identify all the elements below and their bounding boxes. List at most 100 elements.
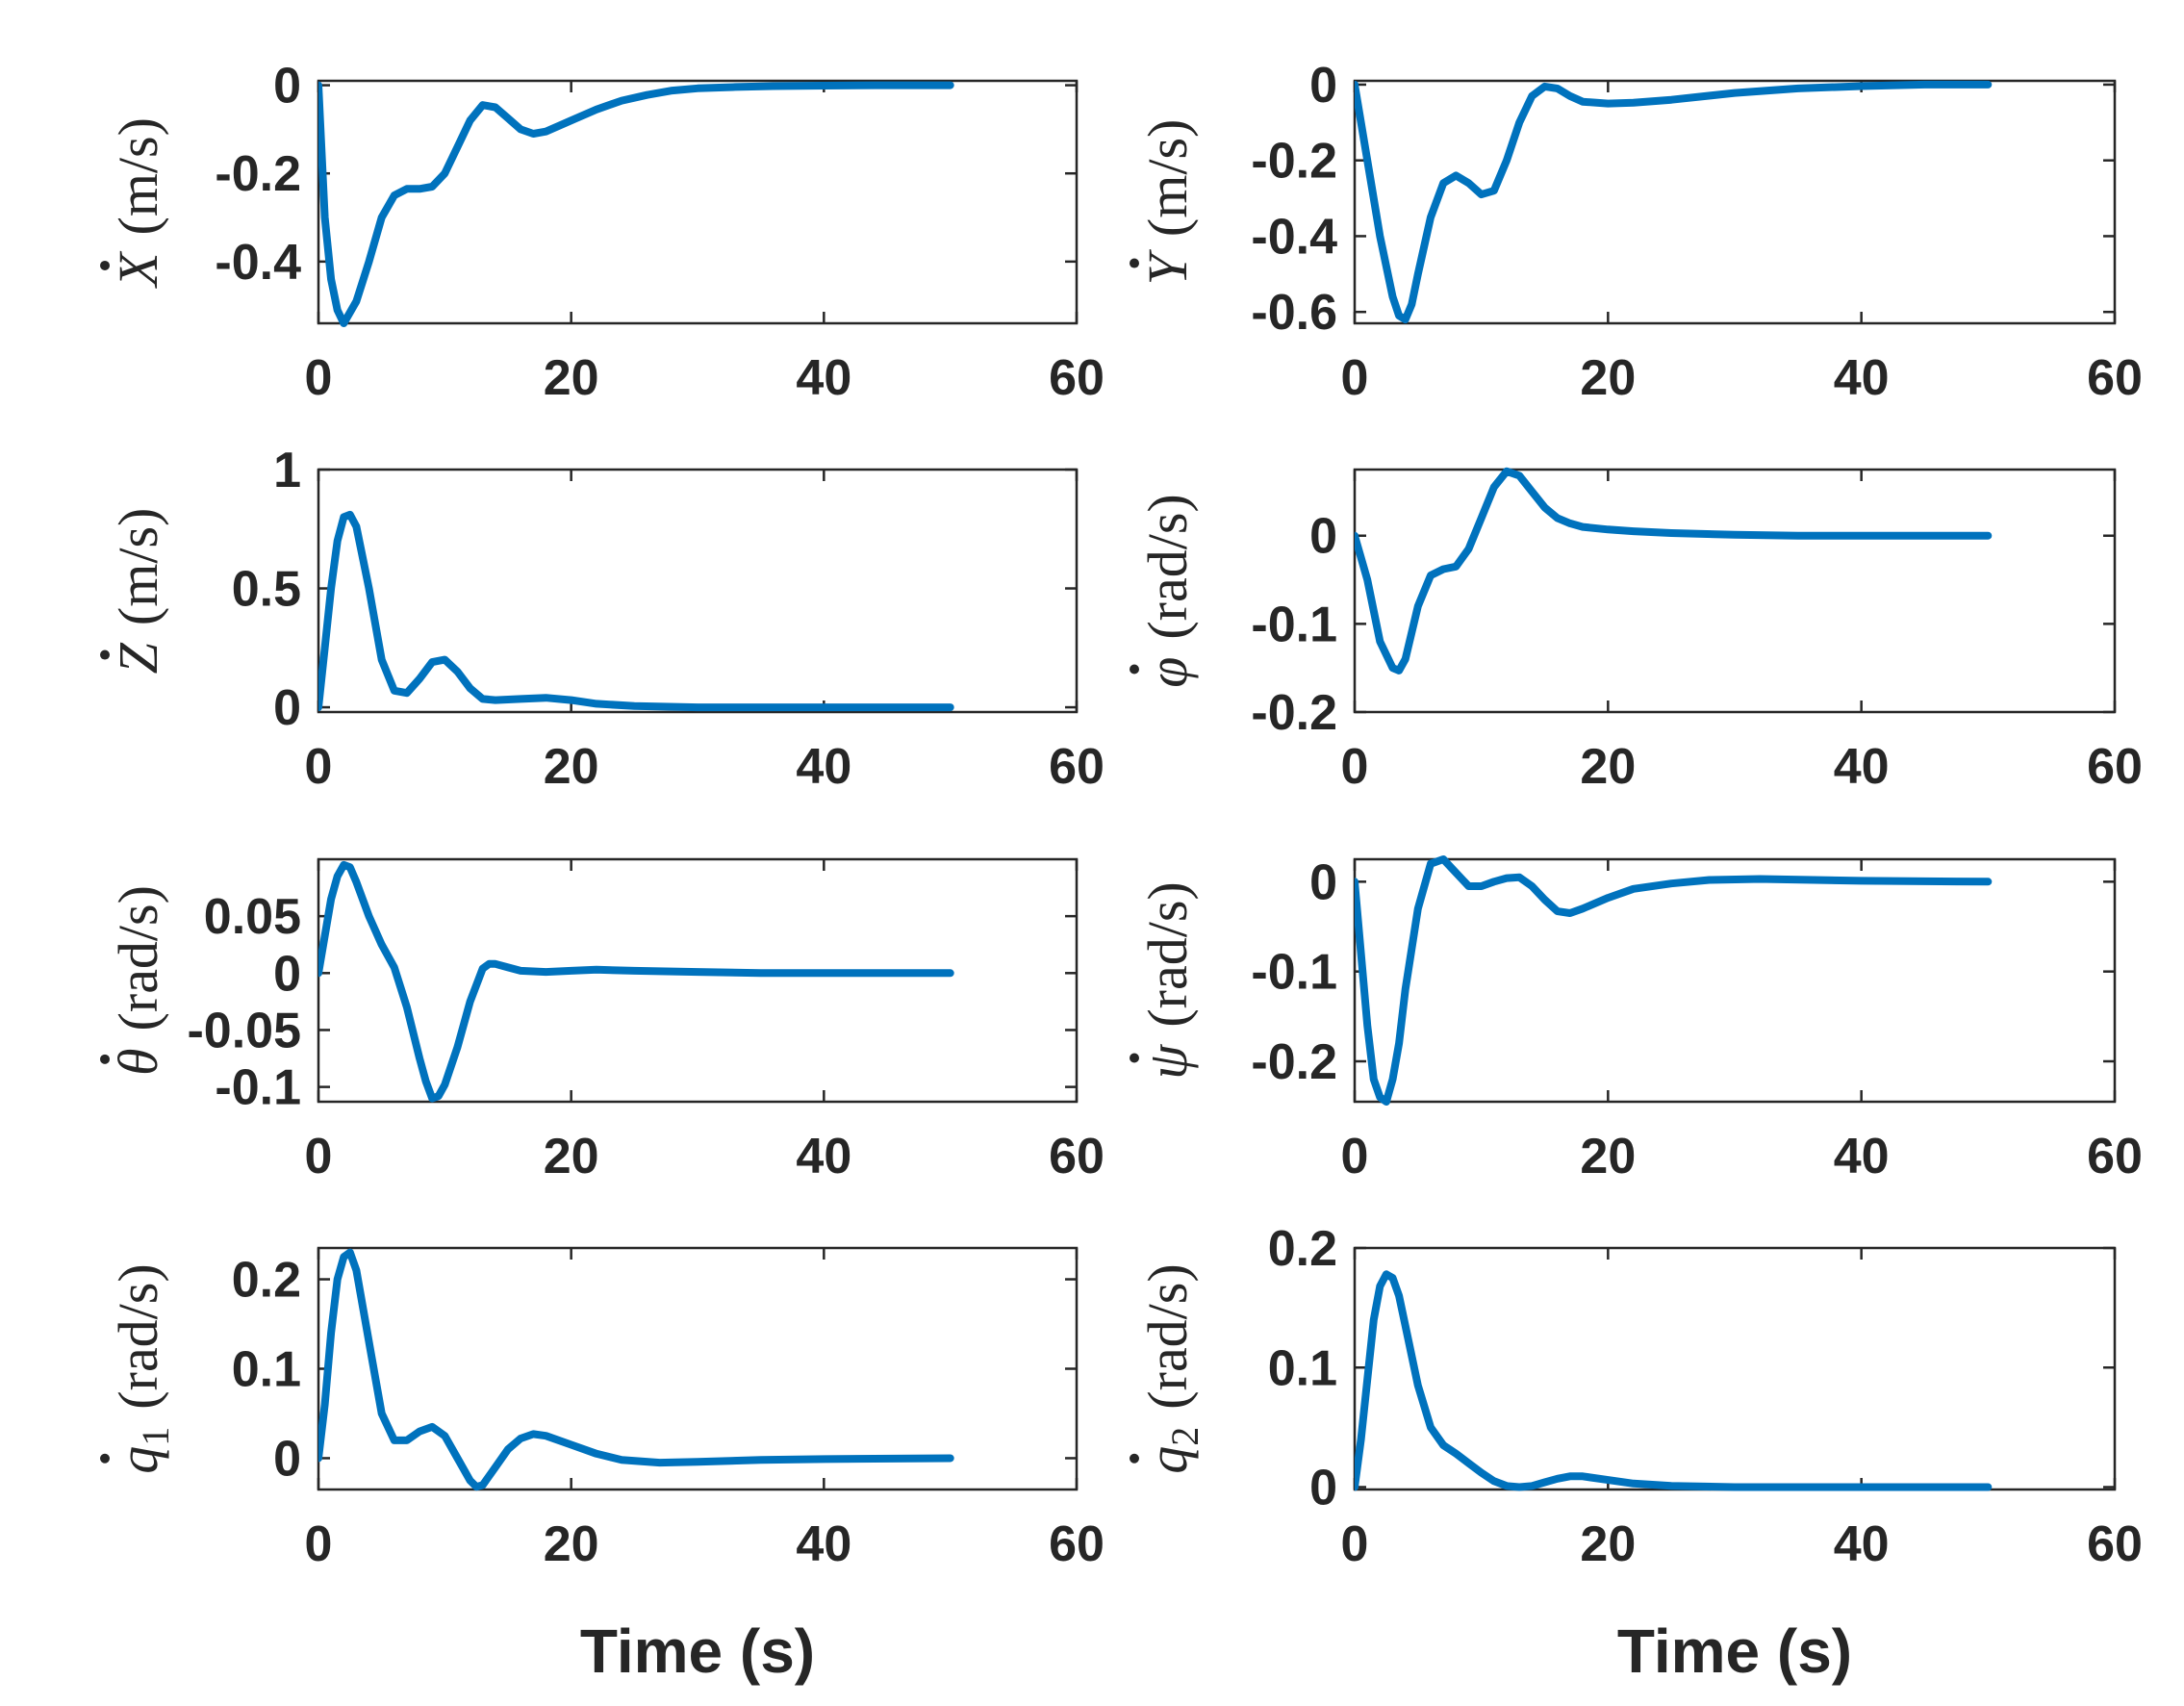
y-tick-label: -0.4 — [1251, 209, 1337, 265]
x-tick-label: 40 — [796, 739, 851, 795]
x-tick-label: 0 — [305, 1129, 333, 1184]
axes-frame — [1353, 857, 2117, 1104]
y-axis-label: q2 (rad/s) — [1136, 1263, 1206, 1473]
x-axis-label: Time (s) — [580, 1617, 815, 1686]
derivative-dot — [100, 649, 110, 660]
x-axis-label: Time (s) — [1617, 1617, 1852, 1686]
x-tick-label: 60 — [2087, 350, 2143, 406]
subplot-0: 0 20 40 60 -0.4 -0.2 0 X (m/s) — [100, 59, 1105, 406]
series-line-X_dot — [318, 81, 954, 327]
y-axis-label: q1 (rad/s) — [107, 1263, 177, 1473]
y-axis-label: φ (rad/s) — [1136, 494, 1199, 687]
x-tick-label: 60 — [2087, 739, 2143, 795]
x-tick-label: 0 — [305, 739, 333, 795]
y-axis-label: Y (m/s) — [1136, 119, 1199, 286]
y-tick-label: 0 — [1309, 58, 1337, 114]
y-tick-label: 0.1 — [232, 1342, 301, 1398]
y-tick-label: -0.6 — [1251, 285, 1337, 341]
y-tick-label: -0.1 — [215, 1060, 301, 1116]
x-tick-label: 0 — [1341, 1129, 1369, 1184]
y-tick-label: -0.05 — [187, 1003, 301, 1058]
y-axis-label: θ (rad/s) — [107, 885, 169, 1076]
y-label-unit: (m/s) — [107, 117, 169, 235]
y-label-unit: (rad/s) — [1136, 494, 1199, 639]
x-tick-label: 40 — [1834, 1129, 1890, 1184]
y-label-symbol: X — [107, 250, 169, 289]
series-line-psi_dot — [1355, 855, 1993, 1106]
x-tick-label: 20 — [1580, 350, 1636, 406]
x-tick-label: 60 — [1049, 1516, 1105, 1572]
series-line-Z_dot — [318, 510, 954, 712]
y-tick-label: 0 — [273, 946, 301, 1002]
x-tick-label: 20 — [544, 1516, 599, 1572]
y-tick-label: -0.2 — [1251, 685, 1337, 741]
y-label-unit: (m/s) — [1136, 119, 1199, 237]
y-tick-label: -0.2 — [1251, 1034, 1337, 1090]
x-tick-label: 40 — [796, 1516, 851, 1572]
y-label-symbol: ψ — [1136, 1044, 1199, 1080]
subplot-1: 0 20 40 60 -0.6 -0.4 -0.2 0 Y (m/s) — [1130, 58, 2143, 406]
x-tick-label: 60 — [2087, 1129, 2143, 1184]
subplot-3: 0 20 40 60 -0.2 -0.1 0 φ (rad/s) — [1130, 467, 2143, 795]
x-tick-label: 0 — [1341, 1516, 1369, 1572]
x-tick-label: 20 — [1580, 1516, 1636, 1572]
x-tick-label: 0 — [1341, 739, 1369, 795]
x-tick-label: 20 — [544, 739, 599, 795]
axes-frame — [317, 79, 1079, 325]
x-tick-label: 0 — [305, 1516, 333, 1572]
y-tick-label: 0 — [273, 680, 301, 736]
y-label-unit: (rad/s) — [1136, 881, 1199, 1027]
y-tick-label: 1 — [273, 443, 301, 498]
y-label-unit: (m/s) — [107, 508, 169, 625]
y-label-subscript: 1 — [134, 1427, 177, 1446]
y-tick-label: 0 — [1309, 854, 1337, 910]
y-label-subscript: 2 — [1163, 1427, 1206, 1446]
derivative-dot — [100, 260, 110, 270]
y-tick-label: -0.1 — [1251, 945, 1337, 1001]
y-label-unit: (rad/s) — [107, 885, 169, 1031]
y-tick-label: 0.05 — [204, 889, 301, 945]
y-label-symbol: θ — [107, 1048, 169, 1076]
x-tick-label: 40 — [1834, 739, 1890, 795]
y-axis-label: Z (m/s) — [107, 508, 169, 675]
y-axis-label: X (m/s) — [107, 117, 169, 289]
x-tick-label: 60 — [1049, 739, 1105, 795]
y-tick-label: -0.2 — [1251, 134, 1337, 190]
x-tick-label: 40 — [1834, 1516, 1890, 1572]
x-tick-label: 0 — [305, 350, 333, 406]
x-tick-label: 60 — [1049, 350, 1105, 406]
x-tick-label: 20 — [544, 350, 599, 406]
y-tick-label: 0 — [273, 59, 301, 115]
x-tick-label: 20 — [1580, 739, 1636, 795]
y-label-symbol: q — [107, 1446, 169, 1474]
subplot-7: 0 20 40 60 0 0.1 0.2 q2 (rad/s) Time (s) — [1130, 1221, 2143, 1686]
y-label-symbol: Y — [1136, 248, 1199, 285]
axes-frame — [1353, 79, 2117, 325]
y-tick-label: 0 — [1309, 509, 1337, 565]
y-label-symbol: q — [1136, 1446, 1199, 1474]
y-label-symbol: Z — [107, 642, 169, 674]
y-label-unit: (rad/s) — [107, 1263, 169, 1409]
series-line-q1_dot — [318, 1248, 954, 1491]
x-tick-label: 60 — [2087, 1516, 2143, 1572]
axes-frame — [1353, 1246, 2117, 1491]
derivative-dot — [1130, 1053, 1139, 1063]
subplot-2: 0 20 40 60 0 0.5 1 Z (m/s) — [100, 443, 1105, 795]
y-axis-label: ψ (rad/s) — [1136, 881, 1199, 1079]
series-line-phi_dot — [1355, 467, 1993, 675]
y-tick-label: 0 — [273, 1431, 301, 1487]
y-label-symbol: φ — [1136, 657, 1199, 688]
derivative-dot — [1130, 258, 1139, 268]
y-tick-label: 0.5 — [232, 562, 301, 618]
y-tick-label: 0.1 — [1268, 1340, 1337, 1396]
axes-frame — [317, 857, 1079, 1104]
x-tick-label: 60 — [1049, 1129, 1105, 1184]
x-tick-label: 20 — [1580, 1129, 1636, 1184]
x-tick-label: 0 — [1341, 350, 1369, 406]
axes-frame — [317, 1246, 1079, 1491]
x-tick-label: 40 — [1834, 350, 1890, 406]
y-tick-label: 0.2 — [1268, 1221, 1337, 1277]
subplot-5: 0 20 40 60 -0.2 -0.1 0 ψ (rad/s) — [1130, 854, 2143, 1184]
